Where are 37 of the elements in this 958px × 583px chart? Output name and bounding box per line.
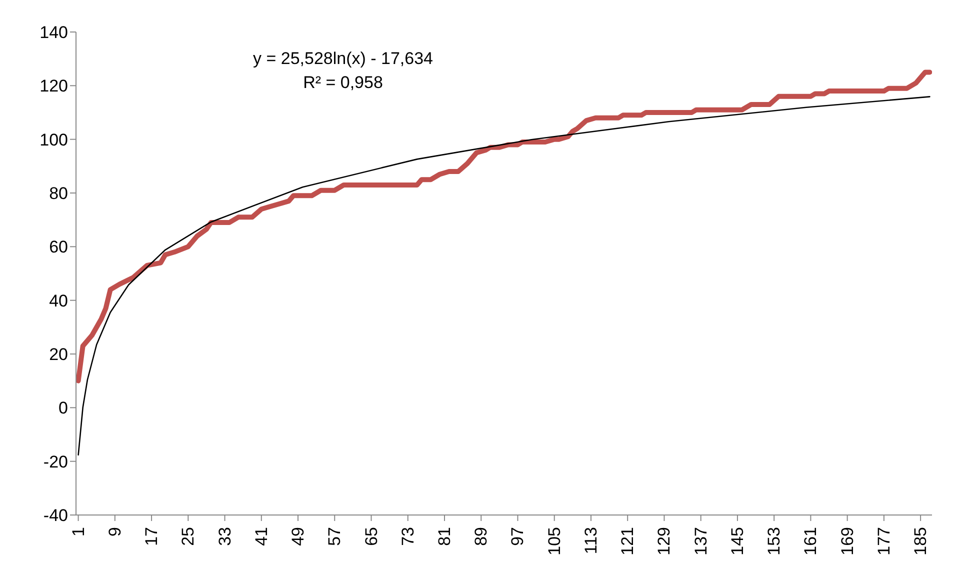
y-tick-label: 20	[49, 345, 68, 364]
y-tick-label: -20	[43, 452, 68, 472]
y-tick-label: 140	[40, 23, 68, 42]
x-tick-label: 25	[178, 527, 198, 546]
x-tick-label: 137	[691, 527, 710, 556]
y-tick-label: 40	[49, 291, 68, 310]
x-tick-label: 113	[581, 527, 600, 554]
line-series	[78, 96, 930, 456]
x-tick-label: 121	[618, 527, 638, 556]
x-tick-label: 17	[142, 527, 162, 546]
x-tick-label: 49	[288, 527, 308, 546]
x-tick-label: 9	[105, 527, 124, 536]
x-tick-label: 41	[252, 527, 271, 546]
x-tick-label: 169	[838, 527, 857, 556]
y-tick-label: -40	[43, 506, 68, 526]
y-tick-label: 0	[58, 398, 68, 418]
y-tick-label: 120	[40, 76, 68, 96]
x-tick-label: 1	[68, 527, 88, 536]
x-tick-label: 161	[801, 527, 820, 556]
x-tick-label: 129	[654, 527, 674, 556]
x-tick-label: 105	[544, 527, 564, 556]
x-tick-label: 57	[325, 527, 344, 546]
y-tick-label: 60	[49, 238, 68, 257]
x-tick-label: 89	[472, 527, 491, 546]
x-tick-label: 65	[362, 527, 381, 546]
x-tick-label: 97	[508, 527, 528, 546]
x-tick-label: 73	[398, 527, 418, 546]
x-tick-label: 185	[911, 527, 930, 556]
x-tick-label: 145	[728, 527, 747, 556]
y-tick-label: 80	[49, 184, 68, 204]
annotation: y = 25,528ln(x) - 17,634	[252, 49, 434, 68]
x-tick-label: 153	[764, 527, 784, 556]
x-tick-label: 33	[215, 527, 234, 546]
annotation: R² = 0,958	[303, 73, 383, 92]
x-tick-label: 81	[434, 527, 454, 546]
x-tick-label: 177	[874, 527, 894, 556]
y-tick-label: 100	[40, 130, 68, 150]
